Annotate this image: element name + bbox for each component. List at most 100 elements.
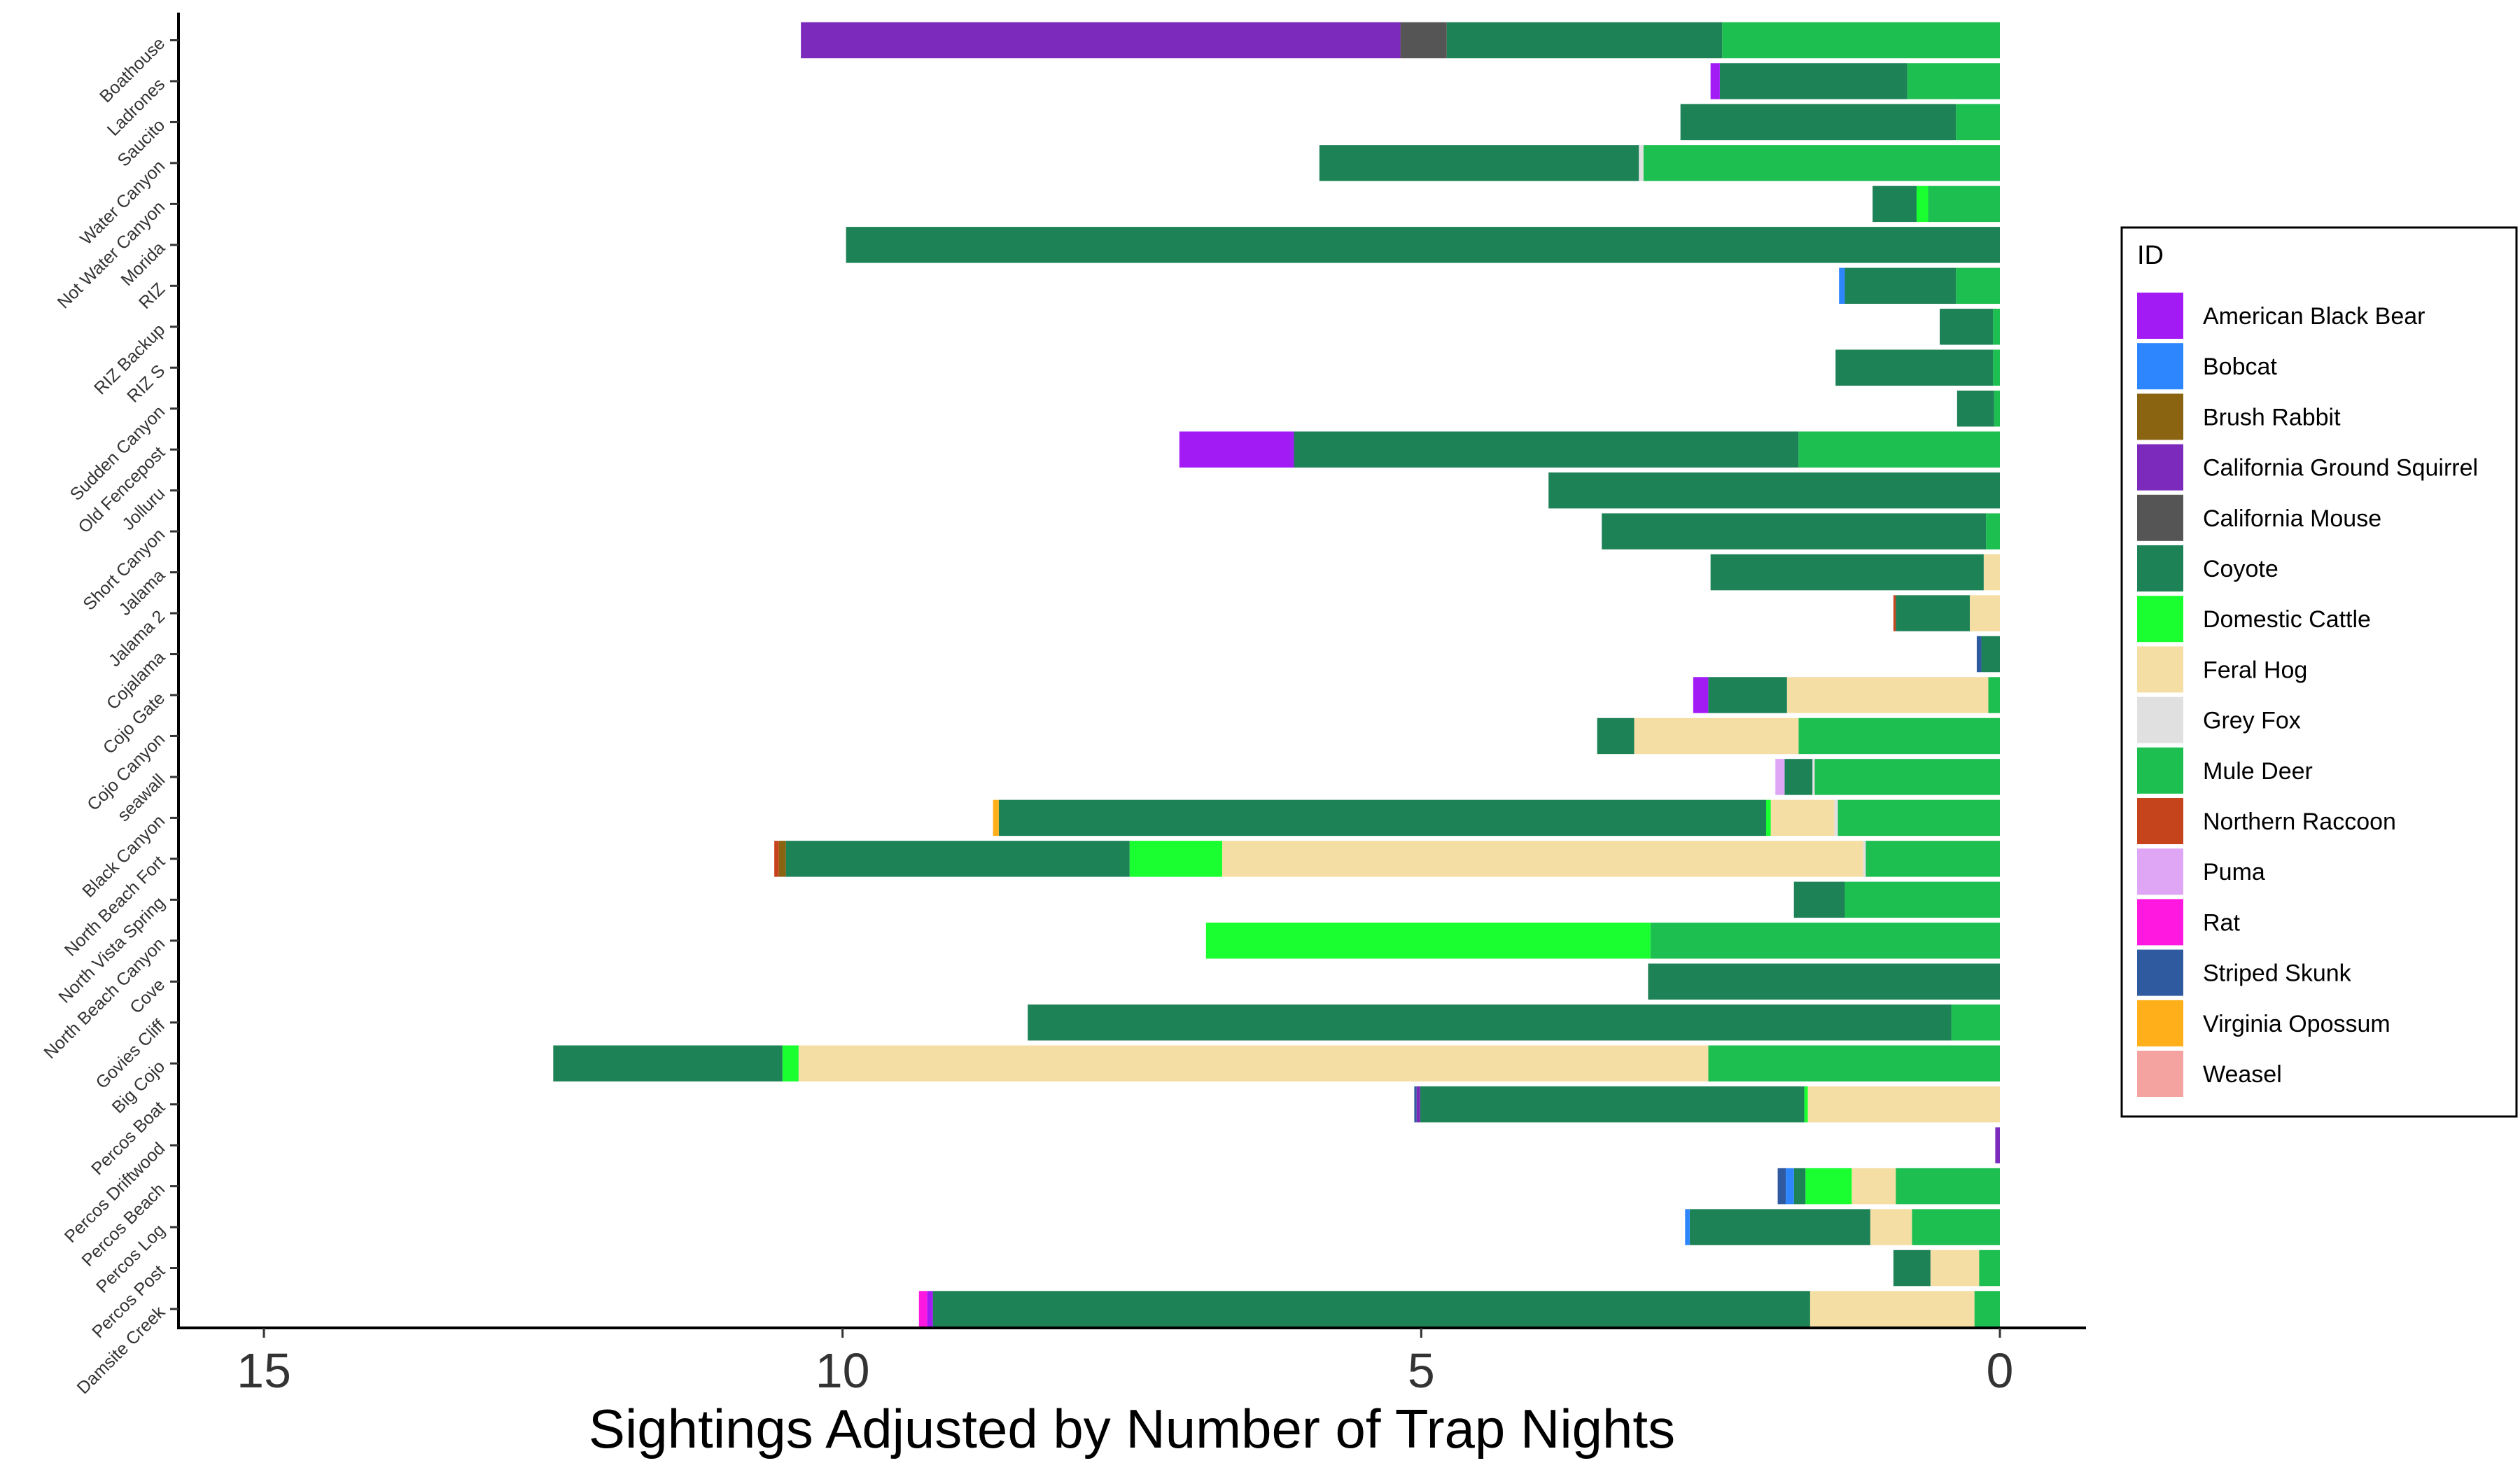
bar-segment <box>1766 799 1771 836</box>
bar-segment <box>1993 309 2000 345</box>
bar-segment <box>1940 309 1994 345</box>
bar-segment <box>1907 63 2000 99</box>
bar-segment <box>1793 1168 1806 1205</box>
bar-segment <box>1643 145 2000 181</box>
bar-segment <box>1689 1209 1870 1245</box>
bar-segment <box>1420 1086 1805 1123</box>
bar-segment <box>1446 22 1723 59</box>
bar-segment <box>1650 923 2000 959</box>
bar-segment <box>1983 554 2000 591</box>
legend-label: Domestic Cattle <box>2203 606 2371 633</box>
legend-label: Grey Fox <box>2203 708 2301 734</box>
bar-segment <box>1708 677 1787 713</box>
legend-label: Virginia Opossum <box>2203 1011 2390 1037</box>
bar-segment <box>1693 677 1709 713</box>
bar-segment <box>1798 718 2000 755</box>
bar-segment <box>1798 431 2000 468</box>
bar-segment <box>1976 636 1982 673</box>
legend-swatch <box>2137 899 2183 946</box>
legend-label: California Ground Squirrel <box>2203 455 2478 482</box>
legend-label: Brush Rabbit <box>2203 404 2341 430</box>
legend-swatch <box>2137 747 2183 794</box>
bar-segment <box>1722 22 2000 59</box>
bar-segment <box>778 841 786 877</box>
bar-segment <box>1222 841 1863 877</box>
bar-segment <box>1793 881 1845 918</box>
bar-segment <box>1648 963 2000 1000</box>
bar-segment <box>1597 718 1634 755</box>
bar-segment <box>1863 841 1866 877</box>
bar-segment <box>1028 1004 1952 1041</box>
legend-swatch <box>2137 293 2183 339</box>
legend-label: Puma <box>2203 859 2265 886</box>
legend-swatch <box>2137 444 2183 491</box>
legend-items: American Black Bear Bobcat Brush Rabbit Cal… <box>2137 293 2478 1097</box>
bar-segment <box>1786 677 1989 713</box>
bar-segment <box>1981 636 2000 673</box>
x-ticks: 15 10 5 0 <box>237 1328 2013 1398</box>
y-tick-label: RIZ <box>135 279 169 313</box>
bar-segment <box>1685 1209 1690 1245</box>
bar-segment <box>1812 759 1815 795</box>
legend-swatch <box>2137 1051 2183 1097</box>
bar-segment <box>1834 799 1838 836</box>
bar-segment <box>1844 881 2000 918</box>
bar-segment <box>1179 431 1294 468</box>
legend-swatch <box>2137 393 2183 440</box>
bar-segment <box>1993 349 2000 386</box>
bar-segment <box>918 1291 927 1327</box>
legend-swatch <box>2137 596 2183 643</box>
bar-segment <box>1951 1004 2000 1041</box>
legend-label: American Black Bear <box>2203 303 2425 330</box>
x-tick-label: 5 <box>1408 1343 1435 1398</box>
bar-segment <box>1809 1291 1975 1327</box>
bar-segment <box>1839 267 1845 304</box>
x-tick-label: 10 <box>816 1343 870 1398</box>
bar-segment <box>927 1291 933 1327</box>
bar-segment <box>1775 759 1785 795</box>
bar-segment <box>932 1291 1810 1327</box>
x-tick-label: 15 <box>237 1343 291 1398</box>
bar-segment <box>1893 595 1896 631</box>
bar-segment <box>785 841 1130 877</box>
bar-segment <box>1994 390 2000 427</box>
bar-segment <box>1896 595 1970 631</box>
bar-segment <box>1988 677 2000 713</box>
bar-segment <box>1835 349 1994 386</box>
bar-segment <box>998 799 1767 836</box>
legend-label: Feral Hog <box>2203 657 2307 683</box>
bar-segment <box>1872 186 1917 223</box>
bar-segment <box>1956 267 2000 304</box>
bar-segment <box>1414 1086 1417 1123</box>
bar-segment <box>1400 22 1447 59</box>
bar-segment <box>553 1045 783 1082</box>
axes-layer <box>177 13 2086 1329</box>
legend-label: Bobcat <box>2203 354 2277 380</box>
bar-segment <box>1928 186 2000 223</box>
legend-label: Northern Raccoon <box>2203 808 2396 835</box>
bar-segment <box>1319 145 1639 181</box>
bar-segment <box>1294 431 1799 468</box>
bar-segment <box>1710 554 1984 591</box>
legend: ID American Black Bear Bobcat Brush Rabbit… <box>2120 226 2518 1118</box>
bar-segment <box>801 22 1401 59</box>
legend-swatch <box>2137 696 2183 743</box>
legend-swatch <box>2137 494 2183 541</box>
legend-swatch <box>2137 545 2183 592</box>
bar-segment <box>1956 390 1994 427</box>
bar-segment <box>1708 1045 2000 1082</box>
bars-layer <box>553 22 2000 1327</box>
bar-segment <box>1851 1168 1896 1205</box>
bar-segment <box>846 227 2000 263</box>
legend-label: Striped Skunk <box>2203 960 2352 987</box>
bar-segment <box>1770 799 1835 836</box>
bar-segment <box>1634 718 1799 755</box>
bar-segment <box>1870 1209 1912 1245</box>
legend-swatch <box>2137 848 2183 895</box>
bar-segment <box>1896 1168 2000 1205</box>
bar-segment <box>1680 104 1956 141</box>
legend-title: ID <box>2137 241 2164 270</box>
bar-segment <box>1956 104 2000 141</box>
